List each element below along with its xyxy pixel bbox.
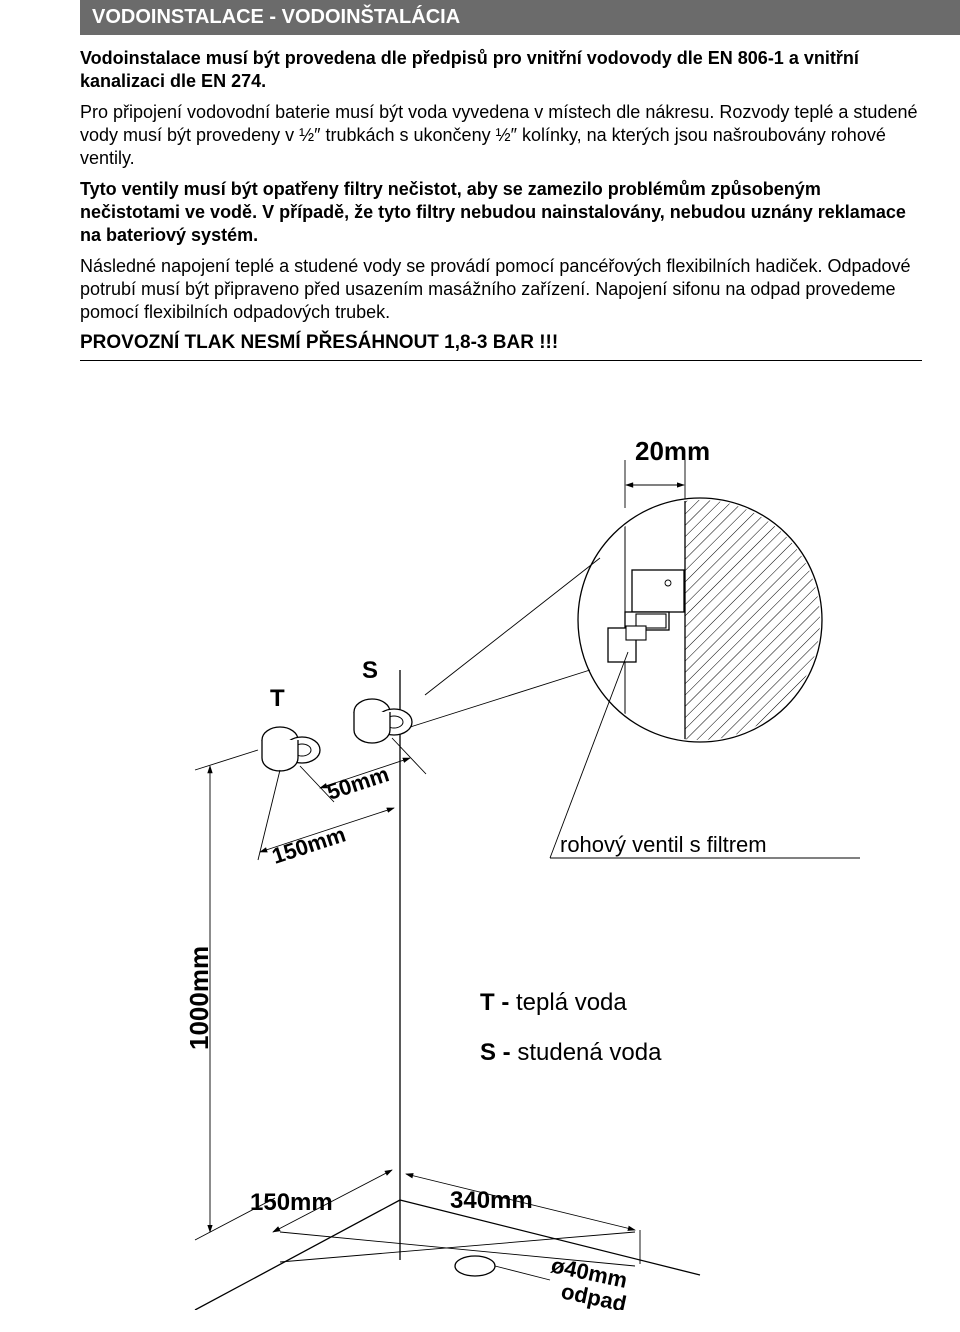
dim-150mm-bottom-group: 150mm	[250, 1170, 392, 1232]
floor-left-edge	[195, 1200, 400, 1310]
section-header: VODOINSTALACE - VODOINŠTALÁCIA	[80, 0, 960, 35]
legend-S-value: studená voda	[517, 1039, 662, 1066]
paragraph-3: Tyto ventily musí být opatřeny filtry ne…	[80, 178, 922, 247]
legend: T - teplá voda S - studená voda	[480, 989, 662, 1066]
legend-S-key: S -	[480, 1039, 517, 1066]
body-text-block: Vodoinstalace musí být provedena dle pře…	[80, 47, 922, 324]
divider	[80, 360, 922, 361]
paragraph-2: Pro připojení vodovodní baterie musí být…	[80, 101, 922, 170]
paragraph-1: Vodoinstalace musí být provedena dle pře…	[80, 47, 922, 93]
header-title: VODOINSTALACE - VODOINŠTALÁCIA	[92, 6, 460, 28]
dim-1000mm: 1000mm	[184, 946, 214, 1050]
valve-T	[262, 727, 320, 771]
legend-T-value: teplá voda	[516, 989, 627, 1016]
floor-right-edge	[400, 1200, 700, 1275]
label-T: T	[270, 685, 285, 712]
dim-340mm: 340mm	[450, 1187, 533, 1214]
detail-circle: 20mm rohový ventil s filtrem	[385, 440, 860, 858]
paragraph-4: Následné napojení teplé a studené vody s…	[80, 255, 922, 324]
svg-text:S - studená voda: S - studená voda	[480, 1039, 662, 1066]
dim-150mm-top: 150mm	[269, 822, 349, 869]
drain-hole	[455, 1256, 495, 1276]
valve-note: rohový ventil s filtrem	[560, 832, 767, 857]
plumbing-diagram: 20mm rohový ventil s filtrem	[80, 440, 920, 1310]
dim-340mm-group: 340mm	[406, 1174, 640, 1264]
svg-text:T - teplá voda: T - teplá voda	[480, 989, 627, 1016]
dim-1000mm-group: 1000mm	[184, 750, 275, 1240]
dim-20mm: 20mm	[635, 440, 710, 466]
pressure-warning: PROVOZNÍ TLAK NESMÍ PŘESÁHNOUT 1,8-3 BAR…	[80, 332, 922, 354]
legend-T-key: T -	[480, 989, 516, 1016]
dim-50mm: 50mm	[324, 761, 392, 804]
dim-150mm-bottom: 150mm	[250, 1189, 333, 1216]
label-S: S	[362, 657, 378, 684]
valve-S	[354, 699, 412, 743]
diagram-svg: 20mm rohový ventil s filtrem	[80, 440, 920, 1310]
